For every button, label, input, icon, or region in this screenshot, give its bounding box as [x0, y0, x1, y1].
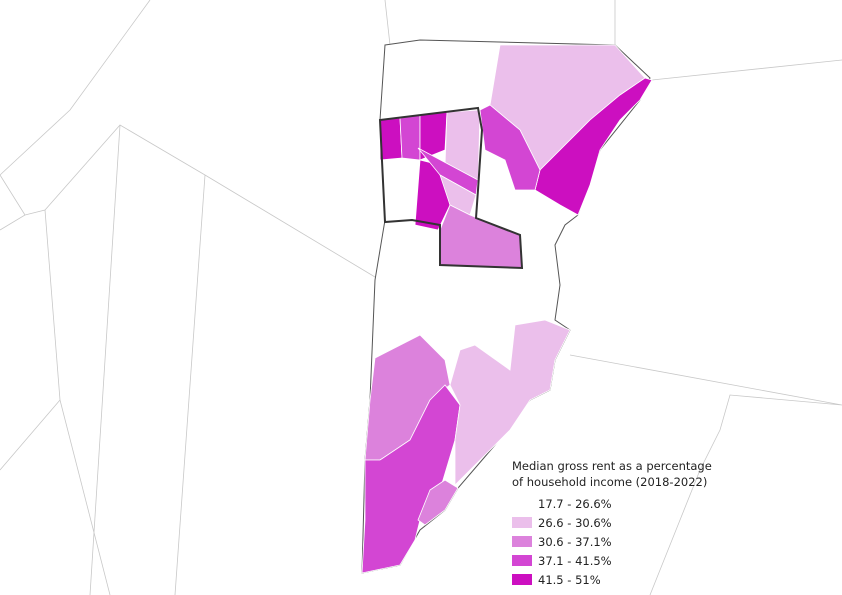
city-outline	[378, 106, 524, 270]
legend-item: 17.7 - 26.6%	[512, 494, 712, 513]
legend-item: 41.5 - 51%	[512, 570, 712, 589]
tract	[534, 77, 653, 216]
legend: Median gross rent as a percentage of hou…	[512, 458, 712, 589]
legend-label: 26.6 - 30.6%	[538, 515, 612, 530]
tract	[449, 319, 571, 486]
legend-title: Median gross rent as a percentage of hou…	[512, 459, 712, 489]
legend-swatch	[512, 555, 532, 566]
tract	[399, 114, 421, 161]
regions	[361, 44, 653, 574]
tract	[479, 104, 541, 191]
legend-item: 30.6 - 37.1%	[512, 532, 712, 551]
legend-swatch	[512, 574, 532, 585]
legend-label: 37.1 - 41.5%	[538, 553, 612, 568]
legend-label: 41.5 - 51%	[538, 572, 601, 587]
legend-swatch	[512, 498, 532, 509]
legend-label: 30.6 - 37.1%	[538, 534, 612, 549]
legend-item: 26.6 - 30.6%	[512, 513, 712, 532]
legend-label: 17.7 - 26.6%	[538, 496, 612, 511]
legend-items: 17.7 - 26.6% 26.6 - 30.6% 30.6 - 37.1% 37.1…	[512, 494, 712, 589]
legend-swatch	[512, 517, 532, 528]
tract	[361, 384, 461, 574]
legend-item: 37.1 - 41.5%	[512, 551, 712, 570]
tract	[417, 479, 459, 526]
legend-swatch	[512, 536, 532, 547]
tract	[379, 117, 403, 161]
